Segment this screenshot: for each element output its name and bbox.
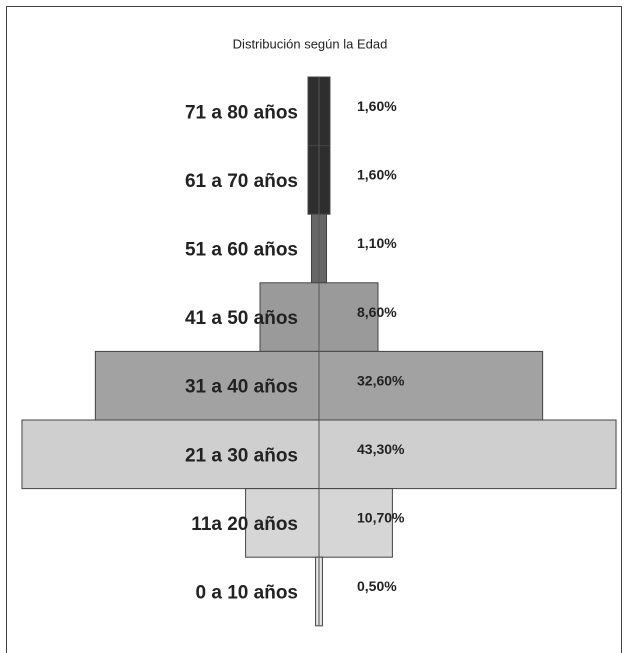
category-label: 31 a 40 años: [185, 377, 298, 398]
value-label: 32,60%: [357, 372, 405, 388]
chart-title: Distribución según la Edad: [233, 36, 388, 51]
value-label: 1,60%: [357, 167, 397, 183]
value-label: 43,30%: [357, 441, 405, 457]
value-label: 1,60%: [357, 98, 397, 114]
category-label: 61 a 70 años: [185, 171, 298, 192]
value-label: 8,60%: [357, 304, 397, 320]
category-label: 0 a 10 años: [196, 583, 298, 604]
category-label: 51 a 60 años: [185, 240, 298, 261]
category-label: 71 a 80 años: [185, 102, 298, 123]
category-label: 41 a 50 años: [185, 308, 298, 329]
frame: [6, 6, 622, 653]
category-label: 11a 20 años: [191, 514, 298, 535]
category-label: 21 a 30 años: [185, 445, 298, 466]
value-label: 10,70%: [357, 510, 405, 526]
value-label: 0,50%: [357, 578, 397, 594]
value-label: 1,10%: [357, 235, 397, 251]
